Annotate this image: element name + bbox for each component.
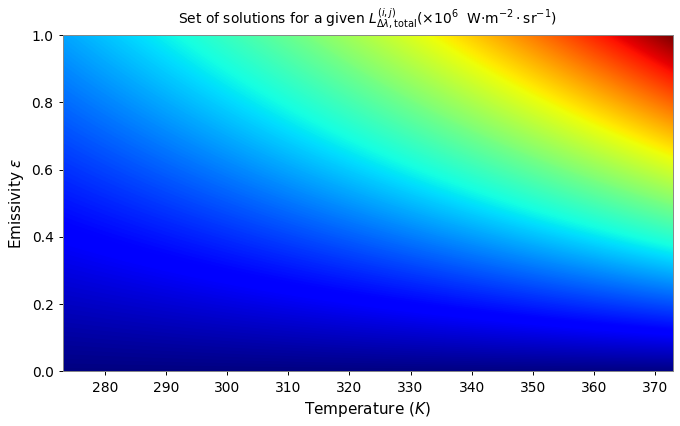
Y-axis label: Emissivity $\epsilon$: Emissivity $\epsilon$: [7, 158, 26, 249]
Title: Set of solutions for a given $L^{(i,j)}_{\Delta\lambda,\mathrm{total}}$($\times : Set of solutions for a given $L^{(i,j)}_…: [178, 7, 557, 32]
X-axis label: Temperature $(K)$: Temperature $(K)$: [305, 400, 431, 419]
